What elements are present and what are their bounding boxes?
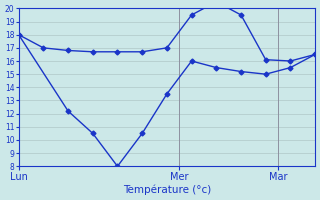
X-axis label: Température (°c): Température (°c)	[123, 185, 211, 195]
